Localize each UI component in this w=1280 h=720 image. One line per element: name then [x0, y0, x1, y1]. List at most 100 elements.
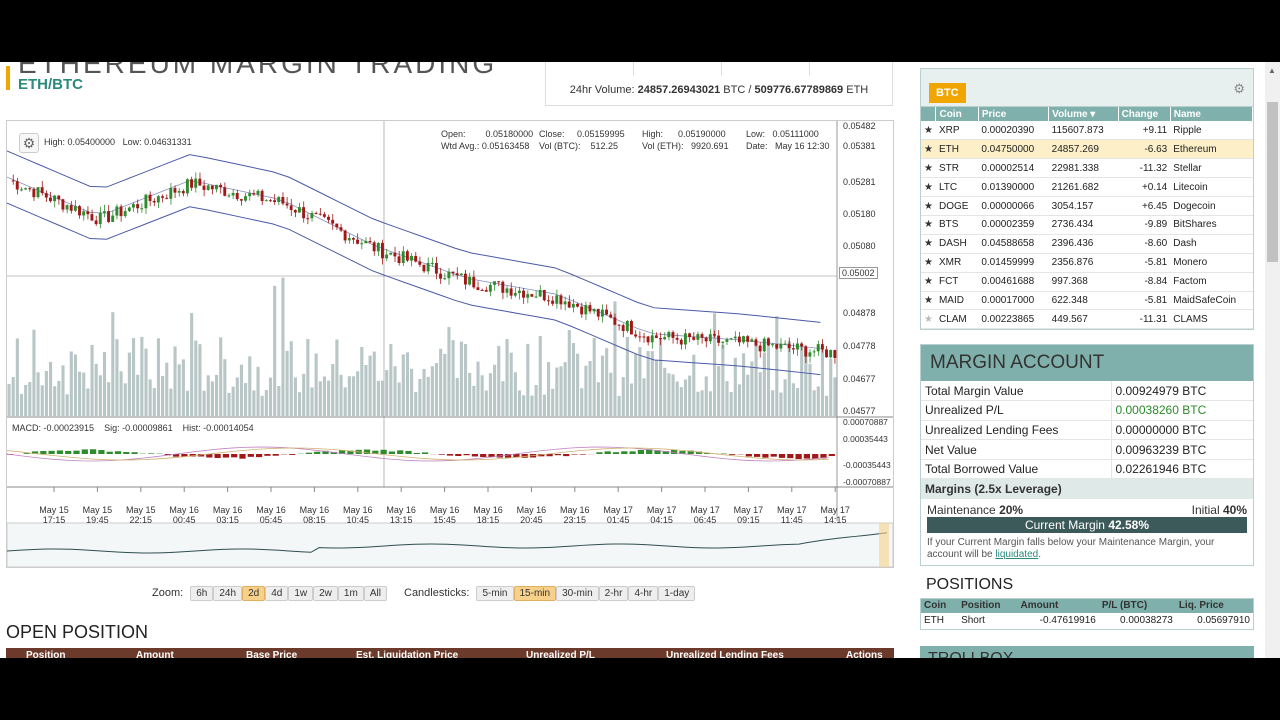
candle-body — [571, 303, 575, 308]
volume-bar — [630, 383, 634, 416]
macd-hist — [505, 454, 512, 458]
candle-body — [484, 290, 488, 292]
zoom-4d-button[interactable]: 4d — [265, 586, 289, 601]
scroll-thumb[interactable] — [1267, 102, 1278, 262]
candle-body — [534, 296, 538, 298]
candle-body — [165, 197, 169, 199]
star-icon[interactable]: ★ — [921, 121, 936, 141]
trollbox-header[interactable]: TROLLBOX — [920, 646, 1254, 658]
margin-row: Unrealized Lending Fees 0.00000000 BTC — [921, 420, 1253, 441]
volume-bar — [82, 372, 86, 416]
star-icon[interactable]: ★ — [921, 215, 936, 235]
candle-body — [729, 338, 733, 340]
gear-icon[interactable]: ⚙ — [1233, 81, 1245, 96]
market-row[interactable]: ★ DASH 0.04588658 2396.436 -8.60 Dash — [921, 234, 1253, 254]
col-4[interactable]: Name — [1170, 107, 1254, 121]
market-row[interactable]: ★ XMR 0.01459999 2356.876 -5.81 Monero — [921, 253, 1253, 273]
liquidated-link[interactable]: liquidated — [995, 549, 1039, 561]
star-icon[interactable]: ★ — [921, 177, 936, 198]
zoom-2w-button[interactable]: 2w — [313, 586, 338, 601]
volume-bar — [725, 381, 729, 416]
zoom-6h-button[interactable]: 6h — [190, 586, 214, 601]
macd-hist — [264, 454, 271, 456]
zoom-1m-button[interactable]: 1m — [337, 586, 364, 601]
col-2[interactable]: Volume ▾ — [1048, 107, 1119, 121]
volume-bar — [314, 353, 318, 416]
volume-bar — [679, 387, 683, 416]
candle-group: 5-min 15-min 30-min 2-hr 4-hr 1-day — [476, 586, 696, 601]
market-row[interactable]: ★ ETH 0.04750000 24857.269 -6.63 Ethereum — [921, 139, 1253, 160]
candle-body — [796, 343, 799, 350]
star-icon[interactable]: ★ — [921, 196, 936, 216]
tab-btc[interactable]: BTC — [929, 83, 966, 103]
candle-body — [559, 295, 563, 305]
candle-body — [111, 215, 115, 222]
candle-body — [293, 210, 297, 213]
price-tick: 0.04778 — [843, 341, 876, 351]
candle-body — [493, 281, 496, 285]
candle-body — [576, 303, 579, 307]
market-row[interactable]: ★ CLAM 0.00223865 449.567 -11.31 CLAMS — [921, 309, 1253, 330]
candle-4-hr-button[interactable]: 4-hr — [628, 586, 659, 601]
price-chart[interactable]: ⚙ High: 0.05400000 Low: 0.04631331 Open:… — [6, 120, 894, 568]
volume-bar — [605, 348, 609, 416]
col-1[interactable]: Price — [978, 107, 1050, 121]
zoom-24h-button[interactable]: 24h — [213, 586, 243, 601]
candle-body — [675, 337, 679, 340]
star-icon[interactable]: ★ — [921, 158, 936, 179]
initial-value: 40% — [1222, 503, 1247, 518]
moving-average — [7, 176, 821, 349]
candle-5-min-button[interactable]: 5-min — [476, 586, 514, 601]
star-icon[interactable]: ★ — [921, 139, 936, 160]
market-row[interactable]: ★ XRP 0.00020390 115607.873 +9.11 Ripple — [921, 121, 1253, 141]
candle-body — [82, 211, 86, 216]
market-row[interactable]: ★ DOGE 0.00000066 3054.157 +6.45 Dogecoin — [921, 196, 1253, 216]
candle-body — [679, 339, 683, 345]
price-tick: 0.04878 — [843, 308, 876, 318]
candle-body — [513, 293, 517, 296]
volume-bar — [721, 344, 725, 416]
star-icon[interactable]: ★ — [921, 291, 936, 311]
volume-bar — [252, 390, 256, 416]
col-3[interactable]: Change — [1118, 107, 1171, 121]
market-row[interactable]: ★ STR 0.00002514 22981.338 -11.32 Stellar — [921, 158, 1253, 179]
price-tick: 0.05180 — [843, 209, 876, 219]
star-icon[interactable]: ★ — [921, 234, 936, 254]
candle-body — [281, 197, 285, 204]
market-row[interactable]: ★ LTC 0.01390000 21261.682 +0.14 Litecoin — [921, 177, 1253, 198]
candle-body — [302, 207, 306, 219]
position-row[interactable]: ETH Short -0.47619916 0.00038273 0.05697… — [924, 615, 1250, 627]
market-row[interactable]: ★ MAID 0.00017000 622.348 -5.81 MaidSafeCoin — [921, 291, 1253, 311]
zoom-2d-button[interactable]: 2d — [242, 586, 266, 601]
market-row[interactable]: ★ BTS 0.00002359 2736.434 -9.89 BitShares — [921, 215, 1253, 235]
macd-hist — [629, 451, 636, 454]
market-row[interactable]: ★ FCT 0.00461688 997.368 -8.84 Factom — [921, 272, 1253, 292]
candle-body — [40, 187, 44, 194]
candle-body — [177, 191, 181, 193]
gear-icon[interactable]: ⚙ — [19, 133, 39, 153]
chart-canvas[interactable] — [7, 121, 893, 567]
star-icon[interactable]: ★ — [921, 272, 936, 292]
volume-bar — [426, 376, 430, 416]
candle-body — [181, 191, 185, 194]
scroll-up-icon[interactable]: ▲ — [1268, 66, 1276, 75]
range-high-low: High: 0.05400000 Low: 0.04631331 — [44, 137, 192, 147]
star-icon[interactable]: ★ — [921, 309, 936, 330]
scrollbar[interactable]: ▲ — [1265, 62, 1280, 658]
ohlc-close: Close: 0.05159995 — [539, 129, 625, 139]
candle-body — [646, 336, 650, 343]
candle-body — [351, 238, 355, 240]
candle-body — [11, 180, 15, 182]
col-0[interactable]: Coin — [935, 107, 979, 121]
candle-1-day-button[interactable]: 1-day — [658, 586, 696, 601]
macd-hist — [612, 452, 620, 454]
zoom-1w-button[interactable]: 1w — [288, 586, 314, 601]
candle-30-min-button[interactable]: 30-min — [556, 586, 599, 601]
macd-hist — [90, 449, 97, 454]
zoom-All-button[interactable]: All — [363, 586, 387, 601]
candle-2-hr-button[interactable]: 2-hr — [598, 586, 629, 601]
ohlc-open: Open: 0.05180000 — [441, 129, 534, 139]
candle-15-min-button[interactable]: 15-min — [513, 586, 557, 601]
star-icon[interactable]: ★ — [921, 253, 936, 273]
macd-hist — [563, 454, 570, 457]
